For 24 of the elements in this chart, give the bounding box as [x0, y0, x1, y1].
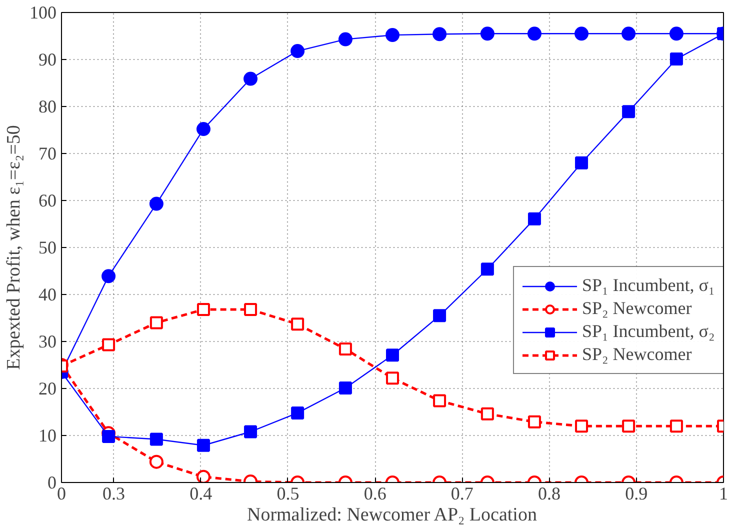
x-tick-label: 0.9: [625, 484, 648, 504]
legend-label: SP₂ Newcomer: [582, 298, 692, 319]
y-tick-label: 60: [38, 190, 56, 210]
x-axis-title: Normalized: Newcomer AP₂ Location: [247, 504, 538, 526]
x-tick-label: 0.8: [538, 484, 561, 504]
y-tick-label: 20: [38, 378, 56, 398]
x-tick-label: 0.4: [190, 484, 212, 504]
x-tick-label: 0.7: [450, 484, 474, 504]
x-tick-label: 0.5: [276, 484, 300, 504]
legend-label: SP₁ Incumbent, σ₂: [582, 321, 715, 342]
x-tick-label: 1: [719, 484, 728, 504]
y-tick-label: 40: [38, 284, 56, 304]
y-tick-label: 30: [38, 332, 56, 352]
x-tick-label: 0.3: [102, 484, 126, 504]
y-tick-label: 10: [38, 426, 56, 446]
x-tick-label: 0.6: [364, 484, 386, 504]
y-tick-label: 90: [38, 50, 56, 70]
legend-label: SP₂ Newcomer: [582, 344, 692, 365]
y-tick-label: 80: [38, 96, 56, 116]
y-axis-title: Expexted Profit, when ε₁=ε₂=50: [4, 125, 24, 370]
y-tick-label: 50: [38, 238, 56, 258]
legend-label: SP₁ Incumbent, σ₁: [582, 275, 715, 296]
y-tick-label: 100: [30, 2, 56, 22]
y-tick-label: 70: [38, 144, 56, 164]
